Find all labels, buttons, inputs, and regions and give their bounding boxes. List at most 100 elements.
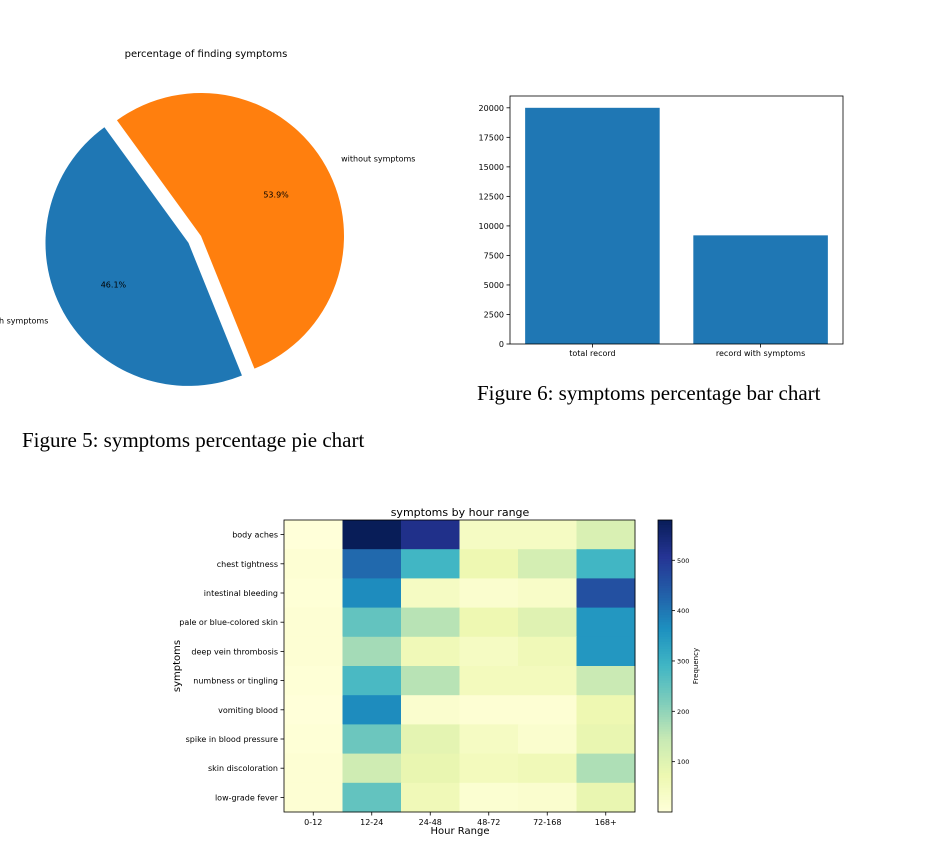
heatmap-cell [284, 666, 343, 696]
bar-x-tick-label: total record [569, 349, 615, 358]
colorbar-segment [658, 736, 672, 740]
colorbar-segment [658, 610, 672, 614]
colorbar-segment [658, 729, 672, 733]
colorbar-segment [658, 631, 672, 635]
heatmap-cell [576, 607, 636, 638]
pie-slices [45, 93, 344, 386]
colorbar-tick-label: 500 [677, 557, 689, 565]
colorbar-segment [658, 597, 672, 601]
colorbar-segment [658, 607, 672, 611]
colorbar-segment [658, 707, 672, 711]
colorbar-segment [658, 658, 672, 662]
bar-plot-frame [509, 95, 844, 345]
heatmap-cell [284, 782, 343, 813]
colorbar-segment [658, 753, 672, 757]
heatmap-cell [576, 636, 636, 667]
pie-title: percentage of finding symptoms [125, 49, 288, 60]
colorbar-segment [658, 683, 672, 687]
heatmap-cell [284, 578, 343, 609]
pie-labels: 46.1% with symptoms 53.9% without symptoms [0, 154, 415, 325]
colorbar-segment [658, 563, 672, 567]
heatmap-x-tick-label: 12-24 [360, 818, 383, 827]
heatmap-cell [459, 636, 519, 667]
colorbar-segment [658, 537, 672, 541]
colorbar-segment [658, 790, 672, 794]
heatmap-cell [284, 724, 343, 755]
heatmap-cell [518, 753, 577, 784]
heatmap-cell [342, 520, 402, 550]
heatmap-cell [576, 753, 636, 784]
heatmap-cell [518, 607, 577, 638]
heatmap-cell [576, 520, 636, 550]
heatmap-y-tick-label: pale or blue-colored skin [179, 618, 278, 627]
colorbar-segment [658, 760, 672, 764]
heatmap-cell [459, 782, 519, 813]
colorbar-segment [658, 656, 672, 660]
heatmap-cell [342, 607, 402, 638]
colorbar-segment [658, 556, 672, 560]
heatmap-cell [342, 724, 402, 755]
colorbar-segment [658, 741, 672, 745]
heatmap-cell [459, 520, 519, 550]
colorbar-frame [657, 519, 673, 813]
colorbar-segment [658, 527, 672, 531]
heatmap-y-label: symptoms [172, 640, 183, 692]
colorbar-segment [658, 763, 672, 767]
colorbar-segment [658, 627, 672, 631]
colorbar-segment [658, 743, 672, 747]
colorbar-segment [658, 724, 672, 728]
colorbar-segment [658, 777, 672, 781]
colorbar-segment [658, 551, 672, 555]
colorbar-segment [658, 661, 672, 665]
bar-y-axis: 0 2500 5000 7500 10000 12500 15000 17500 20000 [479, 104, 510, 349]
colorbar-segment [658, 748, 672, 752]
colorbar-segment [658, 726, 672, 730]
heatmap-cell [459, 549, 519, 579]
colorbar-segment [658, 751, 672, 755]
colorbar-label: Frequency [692, 648, 700, 684]
bar-y-tick-label: 5000 [484, 281, 504, 290]
colorbar-segment [658, 549, 672, 553]
colorbar-segment [658, 566, 672, 570]
heatmap-y-tick-label: spike in blood pressure [186, 735, 278, 744]
heatmap-x-label: Hour Range [431, 826, 490, 837]
pie-value-label: 53.9% [263, 190, 289, 199]
heatmap-cell [284, 636, 343, 667]
colorbar-segment [658, 653, 672, 657]
heatmap-cell [518, 520, 577, 550]
colorbar-segment [658, 639, 672, 643]
colorbar-segment [658, 780, 672, 784]
heatmap-cell [518, 578, 577, 609]
heatmap-x-tick-label: 24-48 [419, 818, 442, 827]
colorbar-segment [658, 804, 672, 808]
colorbar-segment [658, 558, 672, 562]
heatmap-cell [284, 520, 343, 550]
colorbar-segment [658, 614, 672, 618]
pie-category-label: with symptoms [0, 317, 48, 326]
colorbar-segment [658, 709, 672, 713]
heatmap-cell [342, 782, 402, 813]
heatmap-cell [401, 753, 460, 784]
colorbar-segment [658, 534, 672, 538]
heatmap-cell [459, 607, 519, 638]
bar-figure-caption: Figure 6: symptoms percentage bar chart [477, 381, 821, 405]
colorbar-segment [658, 692, 672, 696]
heatmap-y-tick-label: skin discoloration [208, 764, 278, 773]
colorbar-segment [658, 680, 672, 684]
heatmap-y-tick-label: low-grade fever [215, 793, 279, 802]
colorbar-segment [658, 690, 672, 694]
colorbar-segment [658, 578, 672, 582]
colorbar-segment [658, 721, 672, 725]
heatmap-cell [576, 666, 636, 696]
heatmap-cell [342, 753, 402, 784]
heatmap-cell [401, 666, 460, 696]
colorbar-segment [658, 617, 672, 621]
colorbar-segment [658, 685, 672, 689]
heatmap-y-tick-label: body aches [232, 531, 278, 540]
heatmap-cell [401, 782, 460, 813]
heatmap-cell [576, 695, 636, 725]
pie-chart: percentage of finding symptoms 46.1% with… [0, 49, 415, 386]
heatmap-cell [576, 724, 636, 755]
colorbar-segment [658, 624, 672, 628]
